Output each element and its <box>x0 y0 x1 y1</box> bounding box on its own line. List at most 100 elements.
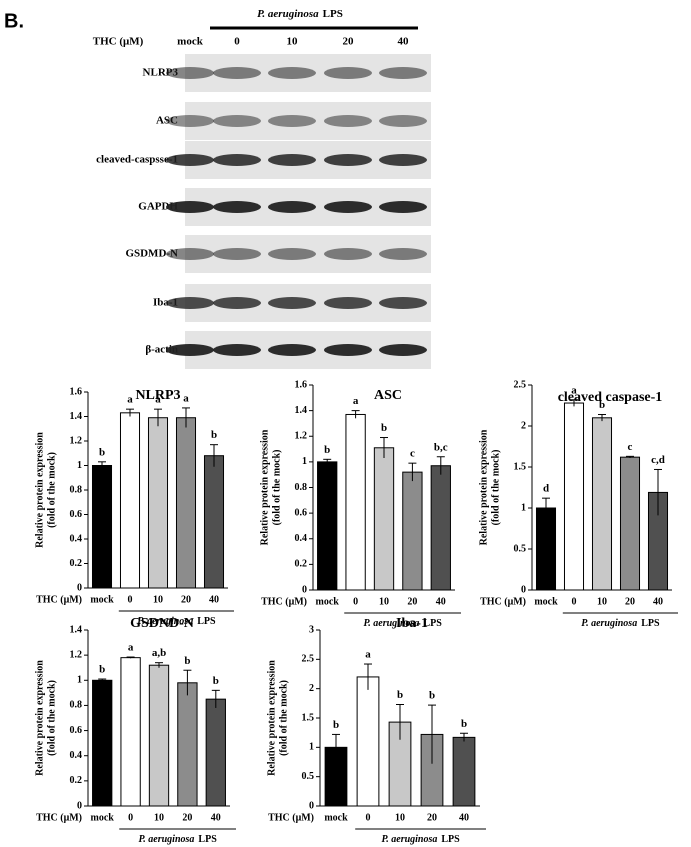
significance-label: b <box>99 664 105 676</box>
y-tick-label: 0.4 <box>70 750 83 761</box>
y-axis-label: Relative protein expression <box>478 429 489 545</box>
significance-label: b,c <box>434 441 448 453</box>
x-tick-label: 10 <box>153 594 163 605</box>
blot-header-italic: P. aeruginosa <box>257 8 319 20</box>
bar <box>177 682 198 807</box>
group-label-rest: LPS <box>197 616 216 627</box>
blot-band <box>268 67 316 79</box>
y-tick-label: 1.4 <box>70 411 83 422</box>
x-axis-label: THC (μM) <box>480 596 526 607</box>
y-tick-label: 0 <box>77 582 82 593</box>
significance-label: b <box>333 719 339 731</box>
bar <box>356 676 380 807</box>
group-label-rest: LPS <box>198 834 217 845</box>
blot-band <box>213 154 261 166</box>
y-tick-label: 0.2 <box>70 775 83 786</box>
y-tick-label: 2 <box>521 420 526 431</box>
group-label: P. aeruginosa LPS <box>138 834 217 845</box>
group-label-italic: P. aeruginosa <box>137 616 193 627</box>
blot-band <box>166 297 214 309</box>
panel-label: B. <box>4 10 24 32</box>
x-axis-label: THC (μM) <box>268 812 314 823</box>
chart-title: Iba-1 <box>396 616 428 631</box>
group-label: P. aeruginosa LPS <box>137 616 216 627</box>
y-tick-label: 1 <box>521 502 526 513</box>
significance-label: a <box>571 384 577 396</box>
y-tick-label: 1.4 <box>295 405 308 416</box>
significance-label: b <box>184 655 190 667</box>
significance-label: b <box>213 675 219 687</box>
blot-band <box>166 248 214 260</box>
blot-band <box>324 154 372 166</box>
chart-title: NLRP3 <box>135 388 180 403</box>
x-tick-label: 20 <box>427 812 437 823</box>
y-tick-label: 0.5 <box>302 771 315 782</box>
y-axis-label: Relative protein expression <box>34 432 45 548</box>
blot-band <box>166 154 214 166</box>
group-label-italic: P. aeruginosa <box>381 834 437 845</box>
y-tick-label: 0.5 <box>514 543 527 554</box>
y-tick-label: 0.8 <box>295 482 308 493</box>
x-tick-label: 20 <box>181 594 191 605</box>
y-tick-label: 1 <box>77 460 82 471</box>
x-tick-label: 20 <box>625 596 635 607</box>
blot-header: P. aeruginosa LPS <box>257 8 343 20</box>
blot-band <box>213 67 261 79</box>
group-label-rest: LPS <box>441 834 460 845</box>
blot-band <box>379 67 427 79</box>
x-tick-label: mock <box>316 596 340 607</box>
y-tick-label: 1 <box>77 675 82 686</box>
y-tick-label: 1 <box>309 742 314 753</box>
bar <box>619 456 641 591</box>
y-axis-label: Relative protein expression <box>34 660 45 776</box>
y-tick-label: 1.5 <box>514 461 527 472</box>
bar <box>205 698 226 807</box>
bar <box>92 679 113 807</box>
significance-label: a <box>128 642 134 654</box>
y-axis-label: (fold of the mock) <box>46 452 57 528</box>
significance-label: b <box>99 446 105 458</box>
group-label-italic: P. aeruginosa <box>138 834 194 845</box>
bar <box>147 417 169 589</box>
y-tick-label: 2.5 <box>514 379 527 390</box>
blot-band <box>379 248 427 260</box>
y-tick-label: 0 <box>77 800 82 811</box>
blot-band <box>324 67 372 79</box>
bar <box>119 412 141 589</box>
blot-band <box>268 297 316 309</box>
y-tick-label: 0 <box>302 584 307 595</box>
y-tick-label: 0.8 <box>70 484 83 495</box>
blot-band <box>379 201 427 213</box>
x-tick-label: 0 <box>128 594 133 605</box>
y-tick-label: 0.6 <box>295 507 308 518</box>
y-tick-label: 1.5 <box>302 712 315 723</box>
x-tick-label: mock <box>324 812 348 823</box>
blot-band <box>379 297 427 309</box>
y-tick-label: 2.5 <box>302 654 315 665</box>
significance-label: c,d <box>651 454 665 466</box>
blot-band <box>324 297 372 309</box>
significance-label: b <box>211 429 217 441</box>
group-label-rest: LPS <box>641 618 660 629</box>
blot-band <box>268 344 316 356</box>
bar <box>373 447 395 591</box>
x-axis-label: THC (μM) <box>36 594 82 605</box>
significance-label: b <box>324 444 330 456</box>
y-axis-label: Relative protein expression <box>259 429 270 545</box>
blot-band <box>268 248 316 260</box>
x-tick-label: 0 <box>128 812 133 823</box>
bar <box>591 417 613 591</box>
y-tick-label: 1.2 <box>70 435 83 446</box>
lane-label: 40 <box>398 36 410 48</box>
bar <box>402 471 423 591</box>
blot-band <box>213 248 261 260</box>
x-tick-label: 0 <box>366 812 371 823</box>
bar <box>452 736 476 807</box>
blot-band <box>213 344 261 356</box>
significance-label: a,b <box>152 647 166 659</box>
x-tick-label: 0 <box>353 596 358 607</box>
y-axis-label: (fold of the mock) <box>271 450 282 526</box>
x-axis-label: THC (μM) <box>36 812 82 823</box>
blot-band <box>213 115 261 127</box>
